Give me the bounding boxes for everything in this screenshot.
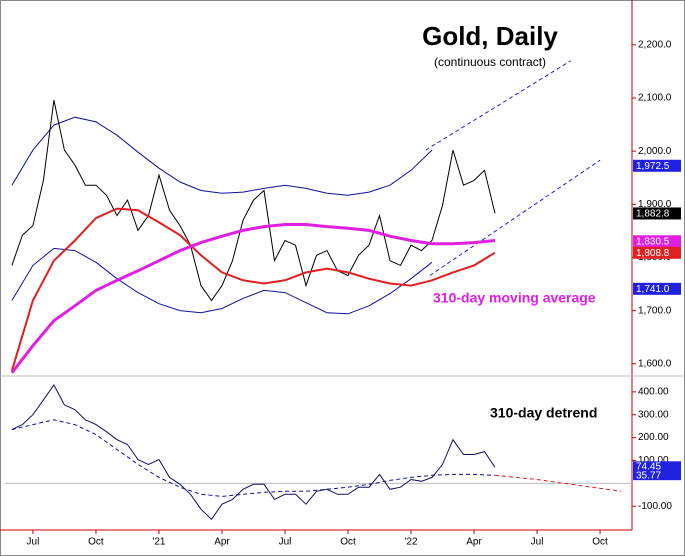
series-line: [11, 419, 496, 497]
series-line: [494, 474, 622, 492]
x-tick-label: '21: [152, 537, 165, 548]
y-tick-label: 200.00: [638, 432, 669, 443]
series-line: [10, 207, 496, 371]
y-tick-label: 2,000.0: [638, 146, 672, 157]
price-label: 1,830.5: [636, 236, 670, 247]
annotation: 310-day moving average: [433, 290, 596, 306]
y-tick-label: 400.00: [638, 387, 669, 398]
price-label: 1,882.8: [636, 209, 670, 220]
y-tick-label: 100.00: [638, 455, 669, 466]
x-tick-label: Jul: [27, 537, 40, 548]
price-label-box: [633, 282, 681, 295]
annotation: 310-day detrend: [490, 405, 597, 421]
price-label-box: [633, 207, 681, 220]
series-line: [10, 223, 496, 374]
y-tick-label: -100.00: [638, 501, 672, 512]
series-line: [11, 384, 496, 521]
series-line: [11, 99, 496, 302]
series-line: [425, 60, 571, 151]
y-tick-label: 300.00: [638, 409, 669, 420]
price-label: 1,741.0: [636, 284, 670, 295]
price-label-box: [633, 159, 681, 172]
x-tick-label: Oct: [340, 537, 356, 548]
price-label: 35.77: [636, 470, 661, 481]
y-tick-label: 2,100.0: [638, 93, 672, 104]
y-tick-label: 2,200.0: [638, 40, 672, 51]
price-label-box: [633, 461, 681, 472]
price-label: 1,808.8: [636, 248, 670, 259]
y-tick-label: 1,700.0: [638, 305, 672, 316]
x-tick-label: Oct: [592, 537, 608, 548]
x-tick-label: Jul: [531, 537, 544, 548]
price-label-box: [633, 235, 681, 248]
series-line: [11, 116, 433, 196]
y-tick-label: 1,900.0: [638, 199, 672, 210]
chart-title: Gold, Daily: [422, 21, 558, 51]
x-tick-label: Apr: [214, 537, 230, 548]
price-label-box: [633, 470, 681, 481]
x-tick-label: Apr: [466, 537, 482, 548]
x-tick-label: Jul: [279, 537, 292, 548]
price-label: 74.45: [636, 461, 661, 472]
series-line: [11, 247, 433, 315]
x-tick-label: '22: [405, 537, 418, 548]
y-tick-label: 1,600.0: [638, 358, 672, 369]
series-line: [429, 159, 601, 276]
chart-subtitle: (continuous contract): [434, 55, 546, 69]
price-label-box: [633, 246, 681, 259]
price-label: 1,972.5: [636, 161, 670, 172]
x-tick-label: Oct: [88, 537, 104, 548]
